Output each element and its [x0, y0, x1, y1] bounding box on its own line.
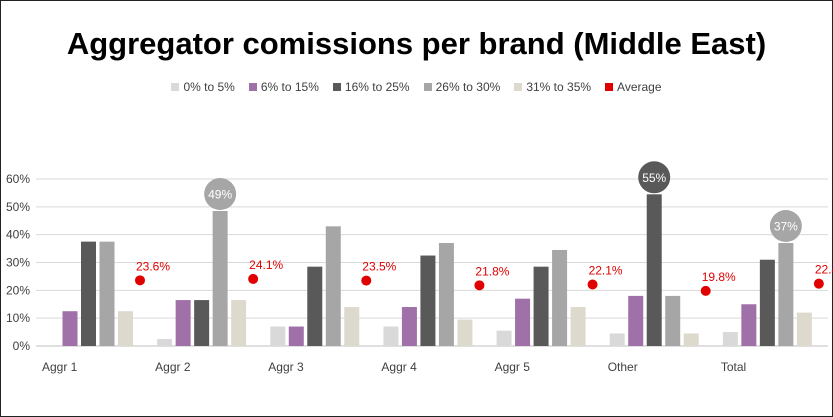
legend-item: Average: [605, 78, 662, 96]
y-tick-label: 20%: [6, 283, 30, 297]
legend-swatch: [423, 83, 432, 91]
bar: [628, 295, 644, 346]
y-tick-label: 60%: [6, 172, 30, 186]
callout-bubble: [769, 210, 802, 243]
x-tick-label: Aggr 5: [495, 360, 531, 374]
bar: [646, 194, 662, 346]
y-tick-label: 10%: [6, 311, 30, 325]
average-label: 22.4%: [815, 263, 833, 277]
bar: [99, 241, 115, 346]
legend-swatch: [514, 83, 523, 91]
average-label: 22.1%: [589, 263, 623, 277]
average-marker: [474, 280, 485, 291]
callout-label: 49%: [208, 188, 232, 202]
bar: [307, 266, 323, 346]
callout-bubble: [638, 161, 671, 194]
legend-swatch: [332, 83, 341, 91]
bar: [175, 300, 191, 346]
average-label: 21.8%: [475, 264, 509, 278]
bar: [231, 300, 247, 346]
average-marker: [248, 273, 259, 284]
x-tick-label: Aggr 1: [42, 360, 78, 374]
legend-swatch: [171, 83, 180, 91]
bar: [81, 241, 96, 346]
bar: [665, 295, 681, 346]
legend-swatch: [605, 83, 614, 91]
average-marker: [813, 278, 824, 289]
y-tick-label: 30%: [6, 256, 30, 270]
legend-item: 16% to 25%: [332, 78, 410, 96]
y-tick-label: 40%: [6, 228, 30, 242]
bar: [759, 259, 775, 346]
callout-bubble: [204, 178, 237, 211]
bar: [401, 307, 417, 346]
legend-label: Average: [617, 80, 662, 94]
bar: [270, 326, 286, 346]
bar: [778, 243, 794, 346]
callout-label: 37%: [774, 220, 798, 234]
x-tick-label: Total: [721, 360, 746, 374]
average-label: 23.5%: [362, 260, 396, 274]
y-tick-label: 50%: [6, 200, 30, 214]
bar: [496, 330, 512, 346]
x-tick-label: Aggr 2: [155, 360, 191, 374]
bar: [118, 311, 133, 346]
callout-label: 55%: [642, 171, 666, 185]
y-tick-label: 0%: [13, 339, 31, 353]
x-tick-label: Aggr 4: [381, 360, 417, 374]
legend-item: 31% to 35%: [514, 78, 591, 96]
legend-label: 16% to 25%: [344, 80, 410, 94]
bar: [552, 249, 568, 346]
bar: [533, 266, 549, 346]
bar: [683, 333, 699, 346]
average-label: 23.6%: [136, 259, 170, 273]
average-marker: [135, 275, 145, 286]
legend-label: 31% to 35%: [526, 80, 592, 94]
bar: [288, 326, 304, 346]
x-tick-label: Other: [608, 360, 638, 374]
bar: [383, 326, 399, 346]
x-tick-label: Aggr 3: [268, 360, 304, 374]
chart-title: Aggregator comissions per brand (Middle …: [66, 26, 767, 61]
legend-item: 0% to 5%: [171, 78, 235, 96]
average-marker: [700, 285, 711, 296]
bar: [194, 300, 210, 346]
bar: [515, 298, 531, 346]
bar: [212, 211, 228, 346]
bar: [420, 255, 436, 346]
legend-item: 26% to 30%: [423, 78, 501, 96]
legend-label: 6% to 15%: [260, 80, 319, 94]
chart-legend: 0% to 5% 6% to 15% 16% to 25% 26% to 30% 31%…: [0, 78, 833, 96]
bar: [325, 226, 341, 346]
average-marker: [361, 275, 372, 286]
bar: [62, 311, 78, 346]
bar: [570, 307, 586, 346]
legend-label: 26% to 30%: [435, 80, 501, 94]
legend-item: 6% to 15%: [248, 78, 319, 96]
bar: [741, 304, 757, 346]
bar: [722, 332, 738, 346]
bar: [344, 307, 360, 346]
legend-label: 0% to 5%: [183, 80, 235, 94]
bar: [796, 312, 812, 346]
average-label: 24.1%: [249, 258, 283, 272]
average-marker: [587, 279, 598, 290]
bar: [157, 339, 173, 346]
average-label: 19.8%: [702, 270, 736, 284]
legend-swatch: [248, 83, 257, 91]
bar: [609, 333, 625, 346]
bar: [457, 319, 473, 346]
bar: [438, 243, 454, 346]
